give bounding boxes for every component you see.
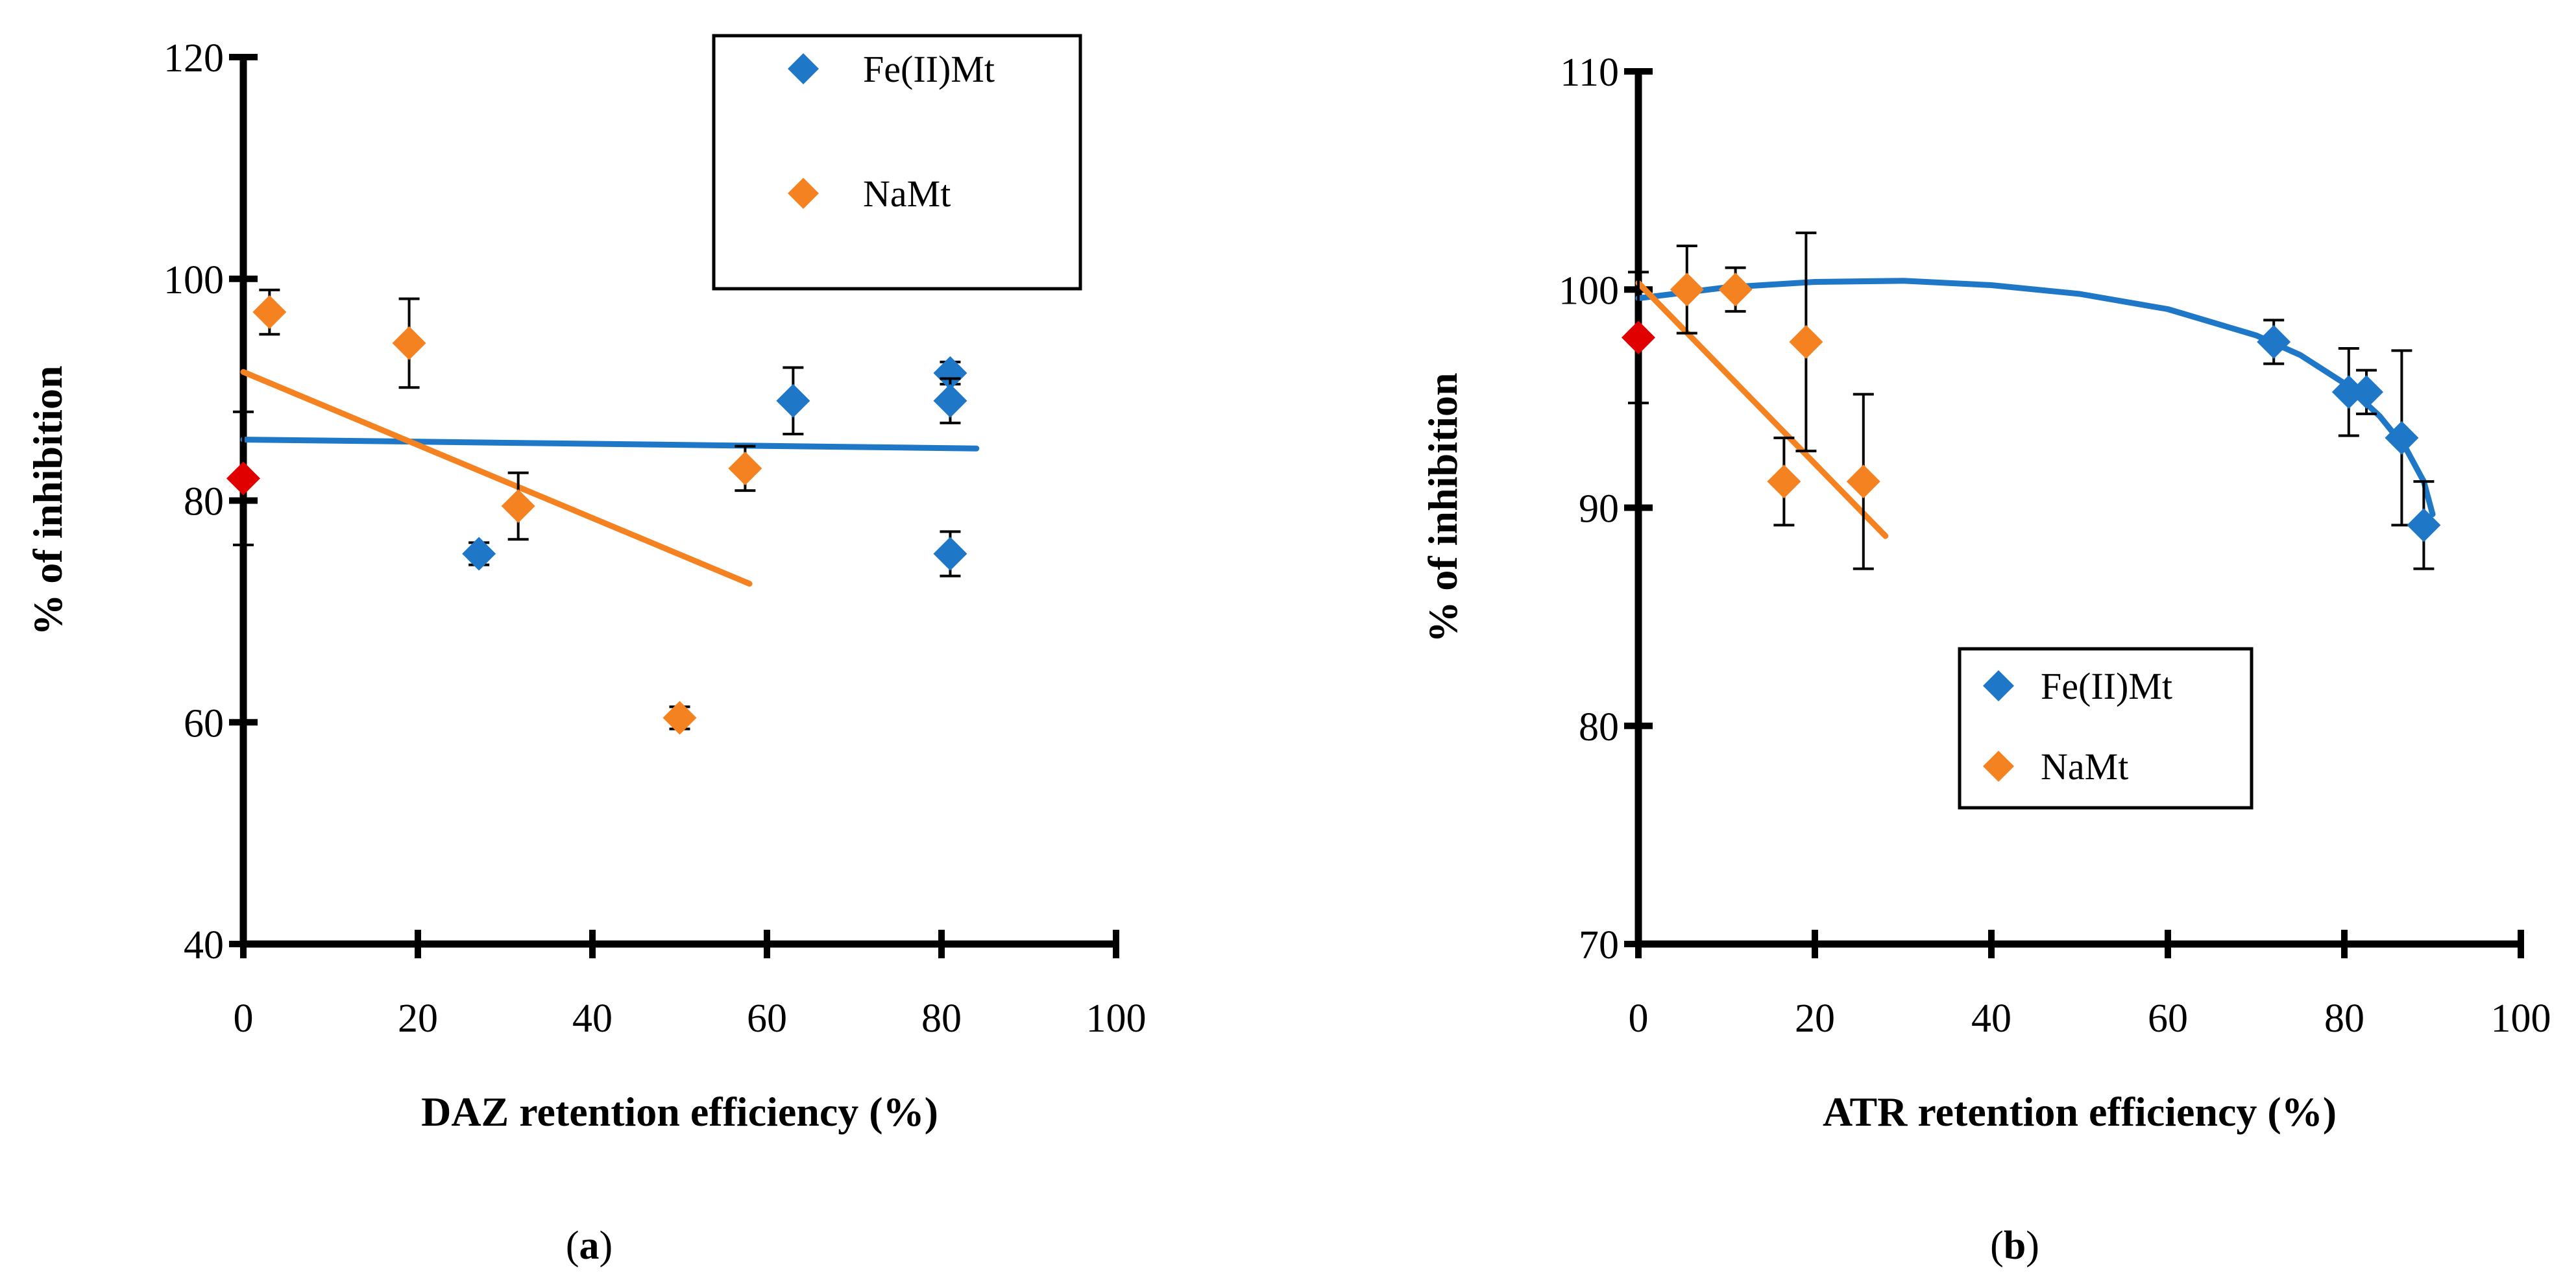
data-point-namt <box>252 295 287 330</box>
caption-close: ) <box>2026 1224 2039 1268</box>
chart-panel-b: 70 80 90 100 110 0 20 40 60 80 100 ATR retention ef… <box>1420 51 2551 1268</box>
legend: Fe(II)Mt NaMt <box>712 34 1082 291</box>
x-tick-label: 0 <box>234 997 254 1041</box>
trendline-fe-ii-mt <box>1635 278 2436 518</box>
data-point-fe-ii-mt <box>2257 324 2291 359</box>
data-point-namt <box>1718 273 1753 307</box>
data-point-fe-ii-mt <box>2385 420 2419 455</box>
caption-close: ) <box>600 1224 613 1268</box>
legend-label: NaMt <box>863 173 951 215</box>
data-point-fe-ii-mt <box>462 537 496 571</box>
legend-marker-namt <box>1983 751 2014 782</box>
data-point-fe-ii-mt <box>776 383 810 418</box>
data-point-control <box>1622 321 1655 355</box>
x-tick-label: 20 <box>1795 997 1835 1041</box>
data-point-fe-ii-mt <box>933 356 967 390</box>
x-tick-label: 40 <box>572 997 613 1041</box>
x-tick-label: 40 <box>1971 997 2011 1041</box>
x-axis-title: ATR retention efficiency (%) <box>1823 1089 2337 1135</box>
x-axis-title: DAZ retention efficiency (%) <box>421 1089 938 1135</box>
legend-marker-namt <box>788 178 819 209</box>
y-axis-title: % of inhibition <box>1420 372 1466 642</box>
y-axis-title: % of inhibition <box>25 365 71 635</box>
data-point-namt <box>1670 273 1704 307</box>
data-point-fe-ii-mt <box>933 383 967 418</box>
data-point-fe-ii-mt <box>2407 508 2441 542</box>
x-tick-label: 100 <box>2491 997 2551 1041</box>
x-tick-label: 20 <box>398 997 438 1041</box>
x-tick-label: 80 <box>2324 997 2364 1041</box>
data-point-namt <box>1846 465 1880 499</box>
legend-label: Fe(II)Mt <box>2041 665 2172 707</box>
y-tick-label: 80 <box>1579 705 1619 749</box>
x-tick-label: 60 <box>747 997 787 1041</box>
x-tick-label: 100 <box>1086 997 1147 1041</box>
data-point-fe-ii-mt <box>2350 375 2383 409</box>
data-point-namt <box>392 326 426 360</box>
data-point-namt <box>728 451 762 485</box>
data-point-fe-ii-mt <box>933 537 967 571</box>
data-point-namt <box>662 701 697 735</box>
caption-open: ( <box>566 1224 579 1268</box>
x-tick-label: 0 <box>1629 997 1649 1041</box>
data-point-namt <box>1767 465 1801 499</box>
y-tick-label: 100 <box>164 258 224 302</box>
data-point-control <box>226 461 260 496</box>
y-tick-label: 120 <box>164 36 224 80</box>
data-point-namt <box>1789 324 1823 359</box>
legend-marker-fe-ii-mt <box>1983 670 2014 701</box>
panel-caption: (b) <box>1990 1224 2039 1268</box>
caption-open: ( <box>1990 1224 2004 1268</box>
x-tick-label: 80 <box>921 997 962 1041</box>
legend-box <box>712 34 1082 291</box>
y-tick-label: 40 <box>184 923 224 967</box>
caption-label: b <box>2004 1224 2026 1268</box>
data-point-namt <box>501 489 535 524</box>
trendline-namt <box>240 369 753 587</box>
legend-box <box>1958 647 2254 810</box>
y-tick-label: 90 <box>1579 487 1619 531</box>
y-tick-label: 100 <box>1559 269 1619 313</box>
caption-label: a <box>579 1224 600 1268</box>
y-tick-label: 110 <box>1560 51 1619 95</box>
panel-caption: (a) <box>566 1224 613 1268</box>
x-tick-label: 60 <box>2148 997 2188 1041</box>
legend: Fe(II)Mt NaMt <box>1958 647 2254 810</box>
y-tick-label: 80 <box>184 480 224 524</box>
y-tick-label: 60 <box>184 701 224 745</box>
chart-panel-a: 40 60 80 100 120 0 20 40 60 80 100 DAZ retention ef… <box>25 34 1147 1268</box>
y-tick-label: 70 <box>1579 923 1619 967</box>
trendline-namt <box>1635 280 1889 539</box>
legend-label: Fe(II)Mt <box>863 48 995 90</box>
trendline-fe-ii-mt <box>240 437 980 452</box>
legend-marker-fe-ii-mt <box>788 53 819 84</box>
legend-label: NaMt <box>2041 745 2128 788</box>
data-point-fe-ii-mt <box>2331 375 2366 409</box>
